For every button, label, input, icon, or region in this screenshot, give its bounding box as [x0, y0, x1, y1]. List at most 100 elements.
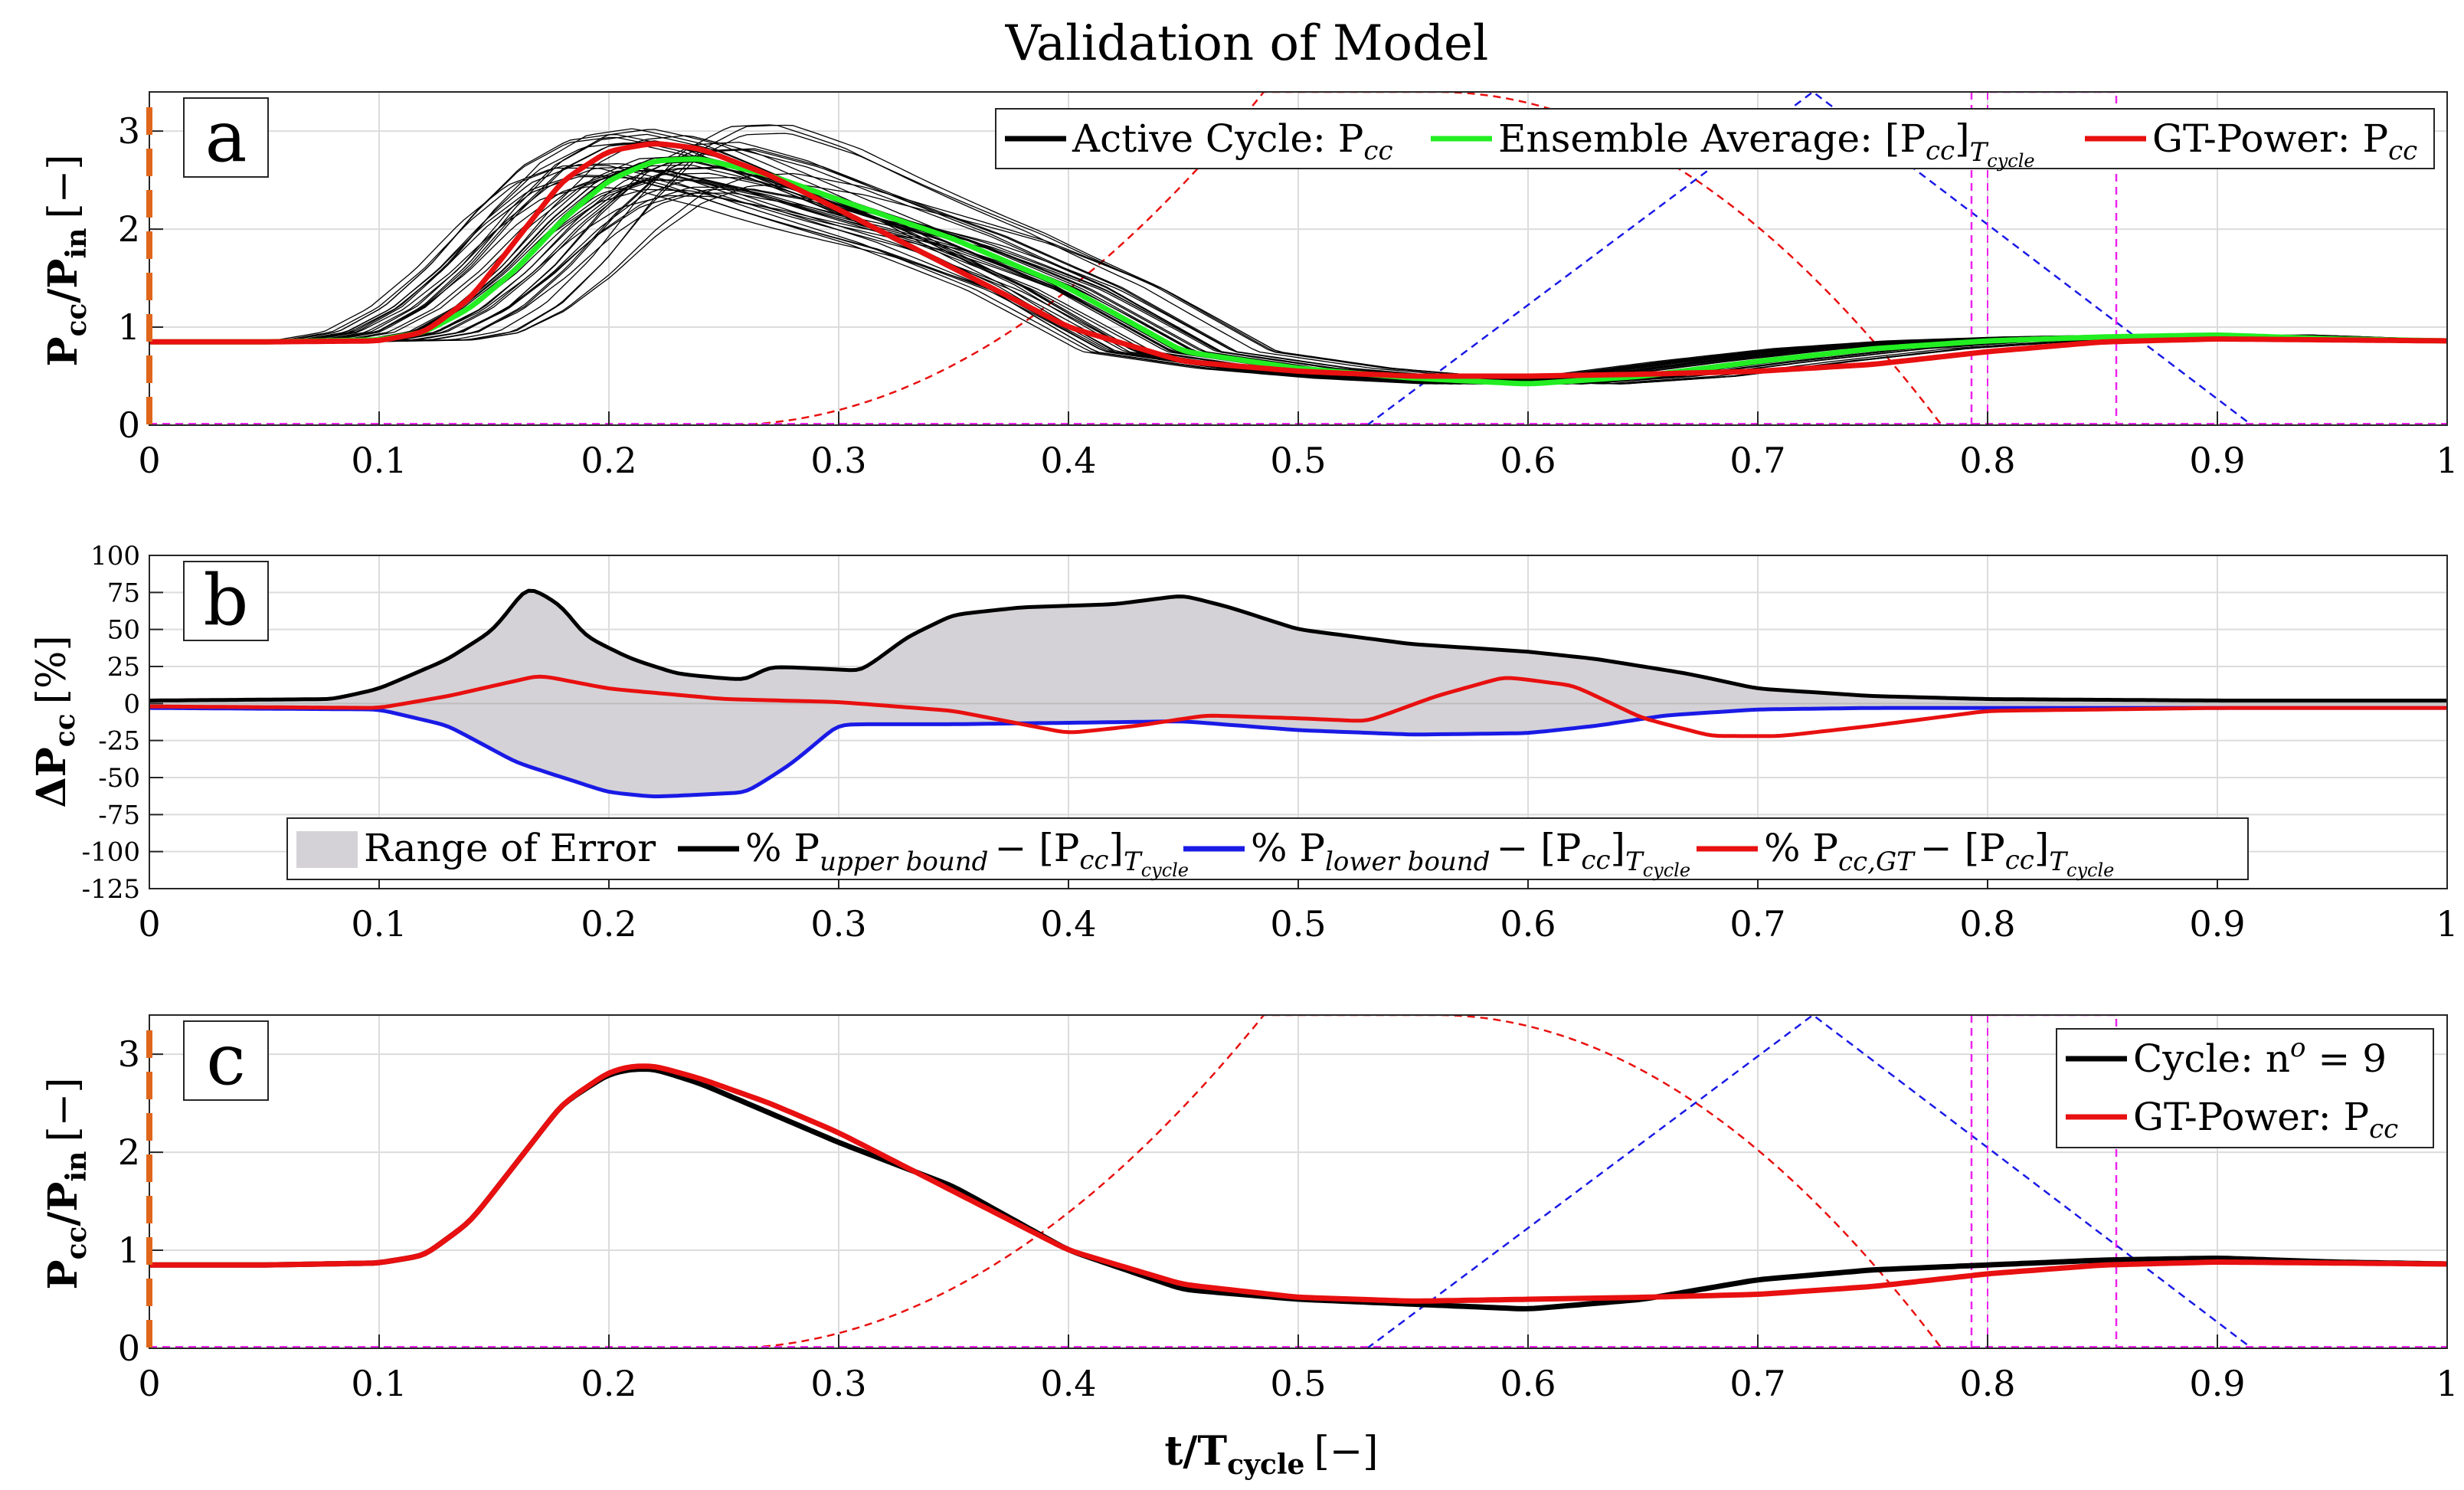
figure-title: Validation of Model	[1005, 15, 1489, 72]
x-tick-label: 0.4	[1040, 903, 1096, 945]
panel-b-ylabel: ΔPcc [%]	[28, 635, 81, 807]
legend-gt-power-sub: cc	[2388, 136, 2417, 166]
legend-ensemble-t: T	[1970, 137, 1989, 168]
legend-entry-tail-cycle: cycle	[1141, 860, 1189, 881]
x-tick-label: 0.1	[351, 440, 407, 481]
legend-ensemble-cycle: cycle	[1987, 150, 2034, 172]
legend-entry-tail-t: T	[2049, 847, 2068, 877]
x-tick-label: 0.8	[1959, 440, 2015, 481]
panel-c-ylabel-mid: /P	[40, 1181, 87, 1226]
y-tick-label: 1	[118, 306, 140, 348]
panel-b-ylabel-unit: [%]	[29, 635, 75, 704]
legend-gt-power-c: GT-Power: Pcc	[2133, 1095, 2398, 1145]
legend-entry-tail-sub: cc	[1079, 845, 1108, 876]
legend-entry-tail-t: T	[1124, 847, 1143, 877]
x-tick-label: 0.6	[1500, 903, 1556, 945]
legend-entry-tail-sub: cc	[1581, 845, 1610, 876]
x-tick-label: 0.7	[1729, 440, 1785, 481]
x-tick-label: 0.5	[1270, 903, 1326, 945]
legend-gt-power-label: GT-Power: P	[2152, 116, 2388, 161]
x-tick-label: 0.9	[2189, 1363, 2245, 1404]
legend-active-cycle: Active Cycle: Pcc	[1072, 116, 1393, 166]
panel-c-legend-box	[2056, 1028, 2434, 1148]
legend-entry-tail-cycle: cycle	[1643, 860, 1690, 881]
y-tick-label: 25	[107, 652, 140, 683]
x-tick-label: 0.9	[2189, 903, 2245, 945]
x-tick-label: 0.2	[581, 903, 636, 945]
panel-c-letter-box	[183, 1020, 269, 1101]
legend-cycle-label: Cycle: n	[2133, 1036, 2290, 1081]
legend-cycle-tail: = 9	[2306, 1036, 2387, 1081]
x-axis-label-sub: cycle	[1227, 1449, 1304, 1481]
x-tick-label: 0	[138, 440, 160, 481]
y-tick-label: 1	[118, 1230, 140, 1271]
y-tick-label: 75	[107, 578, 140, 608]
x-tick-label: 0.6	[1500, 1363, 1556, 1404]
x-axis-label: t/Tcycle [−]	[1164, 1428, 1378, 1481]
x-tick-label: 1	[2436, 903, 2458, 945]
x-tick-label: 0.5	[1270, 1363, 1326, 1404]
legend-range-of-error: Range of Error	[364, 826, 656, 870]
y-tick-label: 2	[118, 208, 140, 250]
panel-a-ylabel-unit: [−]	[41, 154, 87, 218]
intake-valve-line	[723, 92, 1942, 425]
legend-ensemble-tail: ]	[1955, 116, 1970, 161]
series-line-gt-power-error	[149, 674, 2447, 738]
x-tick-label: 1	[2436, 440, 2458, 481]
range-of-error-area	[149, 591, 2447, 797]
y-tick-label: 3	[118, 1033, 140, 1075]
legend-entry-tail-end: ]	[1108, 826, 1124, 870]
panel-b-ylabel-sub: cc	[49, 713, 81, 747]
x-tick-label: 0.2	[581, 440, 636, 481]
legend-entry-sub: cc,GT	[1838, 847, 1916, 877]
x-tick-label: 0	[138, 903, 160, 945]
panel-b-series	[149, 588, 2447, 799]
x-tick-label: 0.3	[810, 1363, 866, 1404]
panel-c-series	[149, 1063, 2447, 1312]
x-tick-label: 0.3	[810, 903, 866, 945]
legend-entry-tail-t: T	[1625, 847, 1644, 877]
legend-ensemble: Ensemble Average: [Pcc]Tcycle	[1498, 116, 2035, 172]
x-tick-label: 0.6	[1500, 440, 1556, 481]
legend-cycle-sup: o	[2290, 1033, 2305, 1063]
legend-gt-power-c-sub: cc	[2369, 1114, 2398, 1145]
panel-a-letter: a	[205, 96, 247, 178]
x-tick-label: 0.1	[351, 1363, 407, 1404]
legend-entry-sub: upper bound	[820, 847, 988, 877]
legend-ensemble-label: Ensemble Average: [P	[1498, 116, 1926, 161]
y-tick-label: 2	[118, 1131, 140, 1173]
x-tick-label: 1	[2436, 1363, 2458, 1404]
panel-a-ylabel-mid: /P	[40, 258, 87, 303]
panel-c-legend: Cycle: no = 9 GT-Power: Pcc	[2056, 1028, 2434, 1148]
injection-window-line	[1970, 92, 2118, 425]
legend-entry-tail: − [P	[1920, 826, 2005, 870]
legend-entry-label: % P	[1251, 826, 1325, 870]
legend-ensemble-sub: cc	[1926, 136, 1955, 166]
legend-entry-tail: − [P	[1496, 826, 1581, 870]
legend-entry-2: % Plower bound − [Pcc]Tcycle	[1251, 826, 1690, 881]
x-tick-label: 0.4	[1040, 1363, 1096, 1404]
panel-b-letter-box	[183, 561, 269, 641]
legend-entry-tail-cycle: cycle	[2066, 860, 2114, 881]
panel-b-ylabel-p: ΔP	[28, 747, 75, 807]
panel-b: 0 0.1 0.2 0.3 0.4 0.5 0.6 0.7 0.8 0.9 11007550250-…	[28, 541, 2459, 945]
panel-a-ylabel-p: P	[40, 336, 87, 366]
legend-entry-tail-end: ]	[1611, 826, 1626, 870]
panel-c-ylabel: Pcc/Pin [−]	[40, 1077, 93, 1289]
x-tick-label: 0.5	[1270, 440, 1326, 481]
legend-entry-1: % Pupper bound − [Pcc]Tcycle	[745, 826, 1189, 881]
series-line-lower-bound	[149, 706, 2447, 799]
exhaust-valve-line	[1366, 92, 2253, 425]
legend-cycle: Cycle: no = 9	[2133, 1033, 2387, 1081]
panel-a-legend-box	[995, 108, 2435, 169]
legend-entry-label: % P	[745, 826, 820, 870]
y-tick-label: -25	[98, 726, 140, 757]
legend-active-cycle-label: Active Cycle: P	[1072, 116, 1363, 161]
legend-entry-tail: − [P	[994, 826, 1079, 870]
y-tick-label: -50	[98, 763, 140, 794]
series-line-ensemble-average	[149, 156, 2447, 387]
legend-entry-tail-end: ]	[2034, 826, 2050, 870]
legend-range-swatch	[296, 831, 358, 868]
